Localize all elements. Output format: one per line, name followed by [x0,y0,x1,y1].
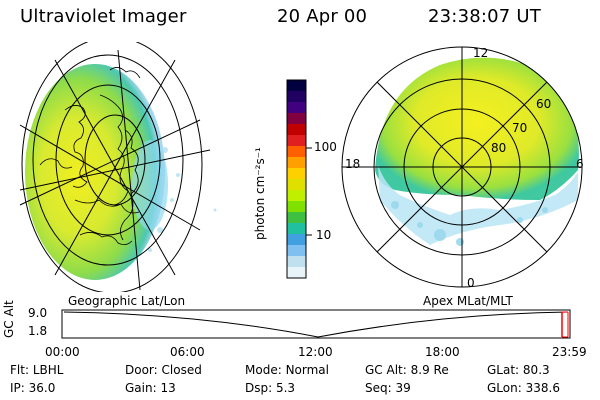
colorbar-swatch [287,146,306,158]
timeline-ytick-high: 9.0 [28,306,48,320]
info-glon: GLon: 338.6 [487,381,560,395]
mlt-label-6: 6 [576,157,584,171]
colorbar-swatch [287,168,306,180]
colorbar-swatch [287,245,306,257]
colorbar-swatch [287,212,306,224]
timeline-ytick-low: 1.8 [28,324,48,338]
geographic-label: Geographic Lat/Lon [68,294,186,308]
colorbar-swatch [287,179,306,191]
colorbar-swatch [287,190,306,202]
colorbar-tick-10: 10 [316,228,332,242]
colorbar-swatch [287,256,306,268]
colorbar-swatch [287,223,306,235]
timeline-xtick-0600: 06:00 [170,345,205,359]
colorbar-swatch [287,135,306,147]
colorbar-swatch [287,80,306,92]
mlat-label-80: 80 [491,141,507,155]
info-glat: GLat: 80.3 [487,363,550,377]
colorbar-swatch [287,124,306,136]
time-text: 23:38:07 UT [428,6,541,27]
timeline-xtick-1800: 18:00 [425,345,460,359]
mlt-label-12: 12 [473,46,489,60]
date-text: 20 Apr 00 [277,6,368,27]
apex-label: Apex MLat/MLT [423,294,513,308]
altitude-timeline [61,309,571,339]
info-gain: Gain: 13 [125,381,176,395]
mlat-label-60: 60 [536,97,552,111]
mlt-label-18: 18 [345,157,361,171]
app-title: Ultraviolet Imager [20,6,187,27]
colorbar-unit-label: photon cm⁻²s⁻¹ [253,147,267,240]
colorbar-swatch [287,267,306,279]
info-seq: Seq: 39 [365,381,411,395]
timeline-xtick-1200: 12:00 [298,345,333,359]
timeline-axis-title: GC Alt [2,300,16,338]
colorbar-swatch [287,157,306,169]
colorbar-swatch [287,234,306,246]
geographic-map [19,42,217,292]
mlt-label-0: 0 [467,276,475,290]
colorbar [286,79,307,279]
timeline-xtick-0000: 00:00 [45,345,80,359]
colorbar-swatch [287,201,306,213]
info-gc-alt: GC Alt: 8.9 Re [365,363,449,377]
colorbar-swatch [287,113,306,125]
colorbar-tick-100: 100 [314,140,337,154]
info-door: Door: Closed [125,363,202,377]
info-ip: IP: 36.0 [10,381,56,395]
colorbar-swatch [287,102,306,114]
colorbar-swatch [287,91,306,103]
info-flt: Flt: LBHL [10,363,64,377]
polar-plot [341,46,583,288]
info-mode: Mode: Normal [245,363,329,377]
timeline-xtick-2359: 23:59 [552,345,587,359]
info-dsp: Dsp: 5.3 [245,381,296,395]
colorbar-border [286,79,307,279]
mlat-label-70: 70 [512,121,528,135]
